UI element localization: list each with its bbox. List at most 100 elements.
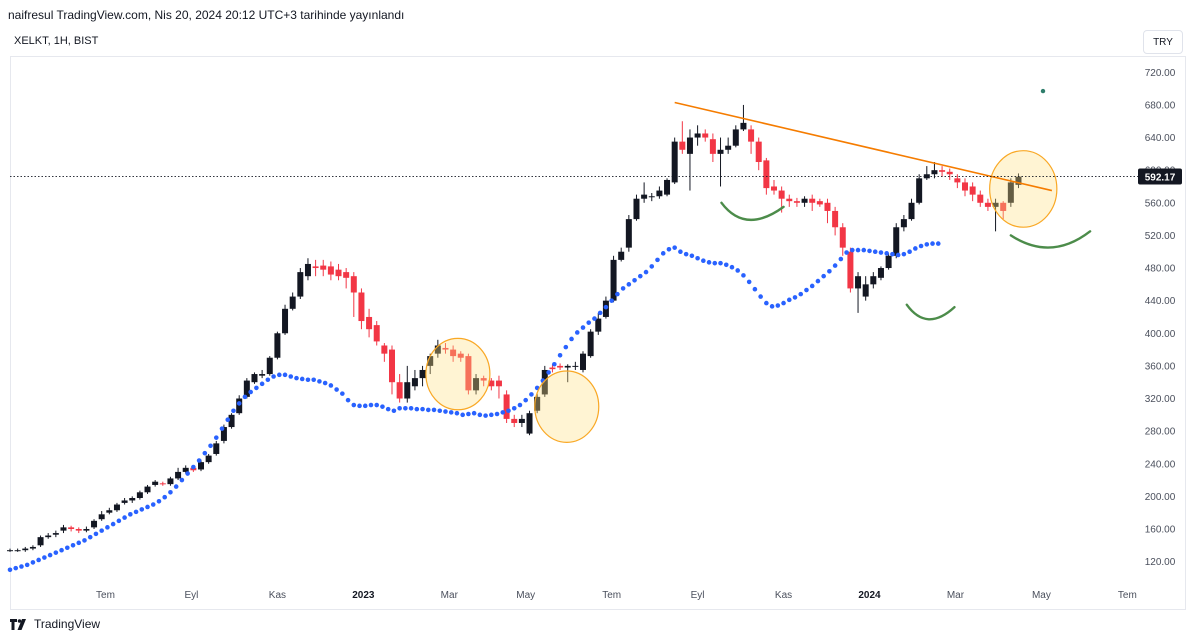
candle-body (534, 396, 541, 411)
psar-dot (569, 336, 574, 342)
psar-dot (168, 489, 173, 495)
candle-body (37, 537, 44, 546)
candle-body (22, 548, 29, 551)
psar-dot (844, 250, 849, 255)
psar-dot (7, 567, 13, 573)
psar-dot (775, 303, 781, 308)
candle-body (1000, 202, 1007, 211)
psar-dot (368, 402, 374, 408)
psar-dot (523, 397, 528, 403)
psar-dot (282, 372, 288, 378)
psar-dot (431, 407, 437, 413)
psar-dot (99, 528, 104, 533)
candle-body (969, 186, 976, 195)
y-tick-label: 520.00 (1145, 231, 1176, 242)
y-tick-label: 200.00 (1145, 492, 1176, 503)
candle-body (373, 325, 380, 342)
support-arc (720, 201, 785, 222)
psar-dot (706, 260, 712, 265)
psar-dot (162, 494, 168, 500)
candle-body (954, 178, 961, 183)
psar-dot (666, 246, 672, 252)
x-tick-label: Kas (269, 590, 286, 601)
candle-body (144, 486, 151, 493)
psar-dot (597, 310, 603, 316)
publish-caption: naifresul TradingView.com, Nis 20, 2024 … (8, 8, 405, 22)
psar-dot (76, 540, 82, 546)
psar-dot (867, 248, 872, 254)
candle-body (732, 129, 739, 146)
psar-dot (231, 408, 236, 414)
candle-body (83, 528, 90, 531)
candle-body (824, 202, 831, 211)
psar-dot (592, 316, 597, 321)
candle-body (809, 198, 816, 203)
resistance-trendline[interactable] (674, 101, 1053, 192)
candle-body (396, 382, 403, 399)
candle-body (656, 190, 663, 197)
candle-body (839, 227, 846, 248)
candle-body (763, 160, 770, 189)
footer-brand[interactable]: TradingView (34, 617, 101, 631)
candle-body (220, 427, 227, 441)
candle-body (900, 219, 907, 228)
candle-body (381, 345, 388, 354)
psar-dot (259, 381, 265, 387)
candle-body (625, 219, 632, 248)
candle-body (984, 202, 991, 207)
candle-body (91, 520, 98, 528)
psar-dot (110, 521, 116, 527)
psar-dot (139, 507, 145, 512)
psar-dot (483, 413, 488, 418)
currency-button[interactable]: TRY (1143, 30, 1183, 54)
psar-dot (191, 464, 196, 470)
candle-body (671, 141, 678, 183)
candle-body (167, 478, 174, 485)
psar-dot (678, 249, 683, 255)
candle-body (633, 198, 640, 220)
psar-dot (781, 300, 786, 306)
psar-dot (477, 412, 483, 418)
y-tick-label: 160.00 (1145, 524, 1176, 535)
candle-body (259, 374, 266, 376)
y-tick-label: 440.00 (1145, 296, 1176, 307)
psar-dot (13, 565, 19, 571)
candle-body (587, 331, 594, 357)
candle-body (14, 550, 21, 552)
psar-dot (351, 402, 357, 408)
y-tick-label: 360.00 (1145, 361, 1176, 372)
candle-body (236, 398, 243, 414)
psar-dot (552, 361, 557, 367)
psar-dot (403, 405, 408, 411)
y-tick-label: 560.00 (1145, 198, 1176, 209)
candle-body (664, 179, 671, 195)
psar-dot (901, 251, 907, 257)
psar-dot (397, 405, 402, 411)
candle-body (228, 414, 235, 428)
psar-dot (87, 534, 93, 540)
candle-body (106, 510, 113, 513)
y-tick-label: 720.00 (1145, 68, 1176, 79)
psar-dot (448, 410, 454, 415)
psar-dot (213, 435, 219, 440)
psar-dot (798, 291, 804, 297)
candle-body (1007, 182, 1014, 203)
candle-body (457, 353, 464, 358)
candle-body (136, 492, 143, 499)
candle-body (908, 202, 915, 220)
x-tick-label: 2023 (352, 590, 375, 601)
psar-dot (643, 269, 649, 275)
psar-dot (872, 249, 878, 255)
candle-body (152, 481, 159, 485)
psar-dot (758, 294, 763, 299)
psar-dot (145, 504, 150, 510)
symbol-label[interactable]: XELKT, 1H, BIST (14, 35, 99, 47)
psar-dot (328, 383, 334, 388)
psar-dot (466, 411, 471, 417)
candle-body (518, 418, 525, 423)
support-arc (1009, 230, 1092, 249)
y-tick-label: 400.00 (1145, 329, 1176, 340)
y-tick-label: 640.00 (1145, 133, 1176, 144)
psar-dot (70, 543, 76, 548)
